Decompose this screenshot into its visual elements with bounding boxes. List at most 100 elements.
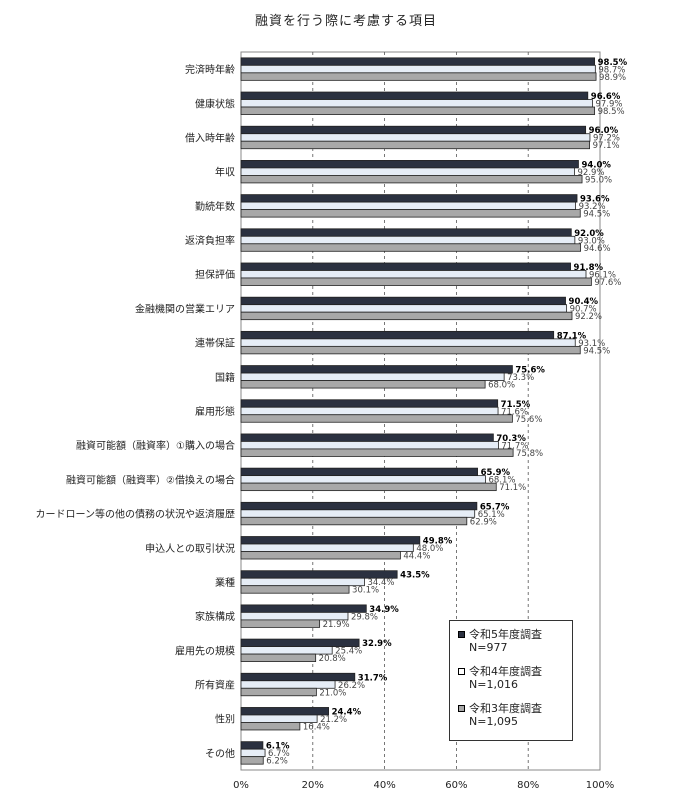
bar-series-1	[240, 160, 579, 169]
bar-series-3	[240, 345, 581, 355]
bar-series-3	[240, 448, 514, 457]
legend-n-r4: N=1,016	[469, 678, 518, 691]
data-label-series-2: 93.2%	[579, 202, 606, 212]
data-label-series-1: 96.0%	[589, 126, 619, 136]
legend-swatch-r3	[458, 704, 465, 712]
bar-series-3	[240, 380, 486, 389]
category-label: 家族構成	[195, 610, 235, 623]
data-label-series-1: 96.6%	[591, 92, 621, 102]
data-label-series-1: 90.4%	[569, 297, 599, 307]
bar-series-2	[240, 611, 349, 621]
bar-series-1	[240, 194, 578, 203]
bar-series-1	[240, 91, 589, 100]
bar-series-3	[240, 175, 583, 184]
bar-series-1	[240, 467, 478, 477]
legend-swatch-r4	[458, 667, 465, 675]
data-label-series-2: 34.4%	[367, 578, 394, 588]
data-label-series-3: 71.1%	[499, 483, 526, 493]
data-label-series-2: 29.8%	[351, 612, 378, 622]
data-label-series-2: 73.3%	[507, 373, 534, 383]
data-label-series-3: 94.5%	[583, 346, 610, 356]
bar-series-2	[240, 680, 336, 689]
data-label-series-3: 62.9%	[470, 517, 497, 527]
bar-series-2	[240, 748, 266, 758]
category-label: 所有資産	[195, 679, 235, 692]
category-label: 性別	[215, 713, 235, 726]
data-label-series-3: 68.0%	[488, 381, 515, 391]
bar-series-1	[240, 638, 360, 647]
data-label-series-1: 71.5%	[501, 400, 531, 410]
bar-series-1	[240, 707, 329, 716]
data-label-series-3: 44.4%	[403, 552, 430, 562]
data-label-series-3: 6.2%	[266, 757, 288, 767]
legend: 令和5年度調査 N=977 令和4年度調査 N=1,016 令和3年度調査 N=…	[449, 620, 573, 741]
bar-series-2	[240, 406, 499, 416]
bar-series-1	[240, 57, 596, 66]
category-label: 勤続年数	[195, 200, 235, 213]
category-label: 国籍	[215, 371, 235, 384]
legend-label-r3: 令和3年度調査	[469, 702, 542, 715]
bar-series-3	[240, 311, 573, 321]
data-label-series-1: 6.1%	[266, 742, 290, 752]
data-label-series-2: 48.0%	[416, 544, 443, 554]
bar-series-2	[240, 475, 486, 484]
data-label-series-1: 70.3%	[496, 434, 526, 444]
category-label: 雇用先の規模	[175, 644, 235, 657]
bar-series-3	[240, 243, 582, 252]
data-label-series-2: 93.0%	[578, 236, 605, 246]
bar-series-3	[240, 687, 317, 697]
bar-series-3	[240, 72, 597, 81]
category-label: 業種	[215, 576, 235, 589]
data-label-series-2: 93.1%	[578, 339, 605, 349]
data-label-series-2: 71.7%	[501, 441, 528, 451]
chart-title: 融資を行う際に考慮する項目	[254, 14, 437, 29]
bar-series-1	[240, 330, 555, 340]
data-label-series-1: 93.6%	[580, 195, 610, 205]
bar-series-2	[240, 270, 587, 279]
data-label-series-1: 49.8%	[423, 537, 453, 547]
bar-series-2	[240, 338, 576, 347]
bar-series-2	[240, 167, 575, 176]
x-tick-label: 80%	[517, 780, 539, 791]
data-label-series-2: 96.1%	[589, 270, 616, 280]
category-label: 金融機関の営業エリア	[135, 302, 235, 315]
bar-series-1	[240, 125, 587, 135]
bar-series-1	[240, 262, 571, 271]
bar-series-2	[240, 714, 318, 723]
data-label-series-3: 97.1%	[593, 141, 620, 151]
data-label-series-3: 98.5%	[598, 107, 625, 117]
data-label-series-2: 21.2%	[320, 715, 347, 725]
x-tick-label: 20%	[302, 780, 324, 791]
data-label-series-2: 71.6%	[501, 407, 528, 417]
data-label-series-2: 98.7%	[598, 65, 625, 75]
data-label-series-1: 24.4%	[332, 707, 362, 717]
data-label-series-1: 65.7%	[480, 502, 510, 512]
bar-series-3	[240, 722, 301, 731]
data-label-series-1: 34.9%	[369, 605, 399, 615]
x-tick-label: 40%	[373, 780, 395, 791]
legend-item-r5: 令和5年度調査 N=977	[458, 627, 572, 655]
bar-series-3	[240, 756, 264, 765]
data-label-series-1: 87.1%	[557, 331, 587, 341]
bar-series-3	[240, 277, 592, 286]
data-label-series-1: 32.9%	[362, 639, 392, 649]
bar-series-3	[240, 106, 596, 115]
bar-series-3	[240, 653, 317, 662]
category-label: 完済時年齢	[185, 63, 235, 76]
legend-item-r4: 令和4年度調査 N=1,016	[458, 664, 572, 692]
bar-series-2	[240, 64, 596, 74]
legend-swatch-r5	[458, 630, 465, 638]
data-label-series-2: 90.7%	[570, 305, 597, 315]
bar-series-2	[240, 543, 414, 552]
data-label-series-3: 94.6%	[584, 244, 611, 254]
bar-series-2	[240, 441, 499, 450]
data-label-series-2: 68.1%	[488, 476, 515, 486]
category-label: 借入時年齢	[185, 131, 235, 144]
bar-series-1	[240, 296, 566, 306]
bar-series-1	[240, 399, 499, 408]
data-label-series-3: 75.6%	[515, 415, 542, 425]
category-label: 雇用形態	[195, 405, 235, 418]
data-label-series-3: 98.9%	[599, 73, 626, 83]
bar-series-3	[240, 209, 581, 218]
bar-series-3	[240, 551, 401, 560]
